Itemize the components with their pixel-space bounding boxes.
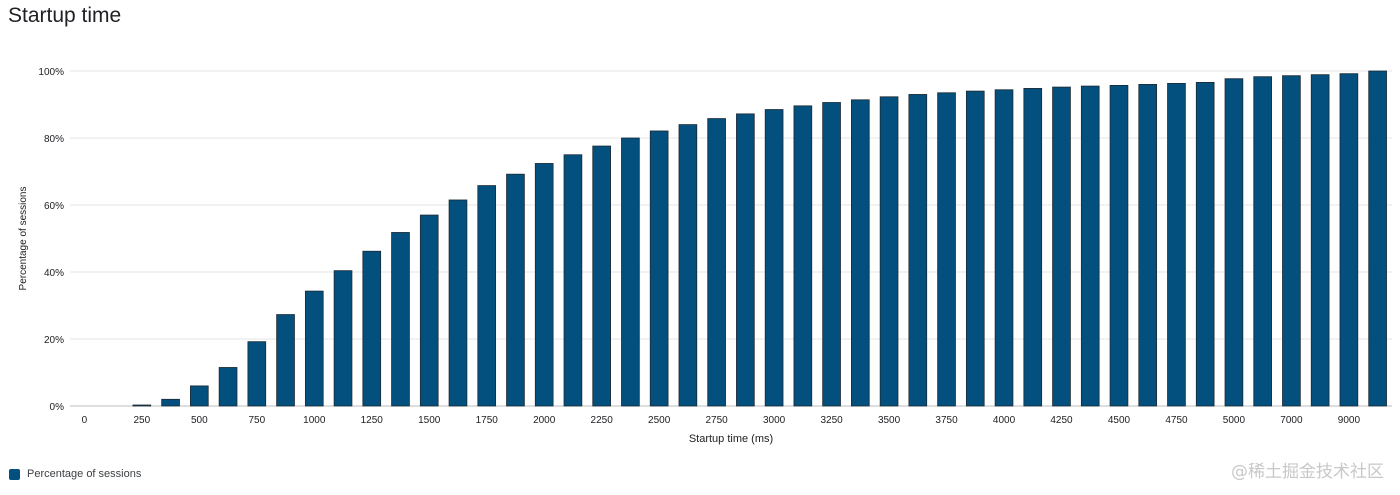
bar	[678, 124, 698, 407]
x-tick-label: 5000	[1223, 415, 1246, 426]
bar	[362, 250, 382, 407]
bar	[621, 137, 640, 407]
bar	[736, 113, 755, 407]
bar	[649, 130, 669, 407]
bar	[793, 105, 813, 407]
bar	[764, 109, 784, 407]
bar	[534, 163, 554, 407]
x-tick-label: 9000	[1338, 415, 1361, 426]
bar	[592, 145, 611, 407]
x-tick-label: 1250	[361, 415, 384, 426]
bar	[333, 270, 353, 407]
x-tick-label: 1500	[418, 415, 441, 426]
x-tick-label: 4500	[1108, 415, 1131, 426]
x-tick-label: 2000	[533, 415, 556, 426]
x-tick-label: 3500	[878, 415, 901, 426]
bar	[1282, 75, 1301, 407]
x-tick-label: 7000	[1280, 415, 1303, 426]
x-tick-label: 3250	[820, 415, 843, 426]
y-tick-label: 80%	[44, 134, 64, 145]
x-axis-title: Startup time (ms)	[689, 433, 773, 445]
bar	[1339, 73, 1359, 407]
bar	[190, 385, 209, 407]
bar	[218, 367, 238, 407]
x-tick-label: 0	[82, 415, 88, 426]
legend[interactable]: Percentage of sessions	[9, 468, 141, 480]
bar	[506, 173, 525, 407]
legend-swatch-icon	[9, 468, 20, 480]
bar	[1195, 81, 1215, 407]
bar	[994, 89, 1014, 407]
bar	[965, 90, 985, 407]
bar	[304, 290, 324, 407]
x-tick-label: 4250	[1050, 415, 1073, 426]
legend-label: Percentage of sessions	[27, 468, 142, 480]
bar	[937, 92, 956, 407]
bar	[419, 214, 439, 407]
bar	[276, 314, 295, 407]
y-tick-label: 40%	[44, 268, 64, 279]
x-tick-label: 750	[248, 415, 265, 426]
bar	[161, 398, 180, 407]
x-tick-label: 3000	[763, 415, 786, 426]
bar	[1310, 74, 1330, 407]
x-tick-label: 4000	[993, 415, 1016, 426]
watermark-text: @稀土掘金技术社区	[1231, 462, 1384, 482]
bar	[448, 199, 468, 407]
bar	[1023, 88, 1043, 407]
bar	[477, 185, 497, 407]
x-tick-label: 1750	[476, 415, 499, 426]
bar	[1224, 78, 1244, 407]
y-axis-title: Percentage of sessions	[18, 187, 29, 291]
x-tick-label: 2500	[648, 415, 671, 426]
bar	[132, 404, 152, 407]
x-tick-label: 4750	[1165, 415, 1188, 426]
bar	[1052, 86, 1071, 407]
bar	[908, 94, 928, 407]
y-tick-label: 0%	[50, 402, 65, 413]
bar	[851, 99, 870, 407]
x-tick-label: 500	[191, 415, 208, 426]
y-tick-label: 100%	[38, 67, 64, 78]
bar	[1253, 76, 1272, 407]
bar	[822, 102, 841, 407]
bar	[707, 118, 726, 407]
bar	[1080, 85, 1100, 407]
bar	[879, 96, 899, 407]
x-tick-label: 2750	[706, 415, 729, 426]
x-tick-label: 1000	[303, 415, 326, 426]
bar	[1138, 84, 1158, 407]
bar	[1368, 70, 1387, 407]
y-tick-label: 60%	[44, 201, 64, 212]
bar	[1109, 85, 1129, 407]
bar	[247, 341, 267, 407]
x-tick-label: 3750	[935, 415, 958, 426]
chart-title: Startup time	[8, 4, 122, 27]
bar	[1167, 82, 1186, 407]
y-tick-label: 20%	[44, 335, 64, 346]
bar	[391, 232, 410, 407]
bar	[563, 154, 583, 407]
x-tick-label: 250	[134, 415, 151, 426]
x-tick-label: 2250	[591, 415, 614, 426]
